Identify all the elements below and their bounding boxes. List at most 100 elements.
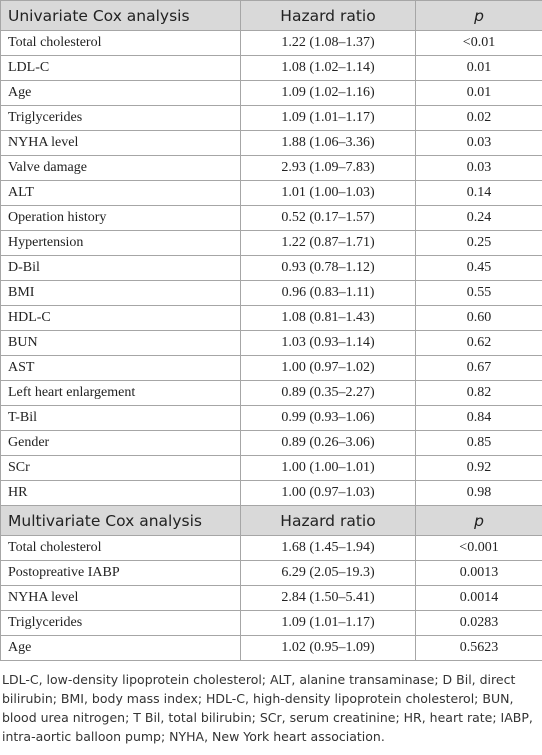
variable-cell: Operation history (0, 205, 241, 231)
column-header: Multivariate Cox analysis (0, 505, 241, 536)
variable-cell: Total cholesterol (0, 535, 241, 561)
p-value-cell: 0.92 (415, 455, 542, 481)
table-row: NYHA level 2.84 (1.50–5.41) 0.0014 (0, 585, 542, 611)
hazard-ratio-cell: 6.29 (2.05–19.3) (240, 560, 416, 586)
hazard-ratio-cell: 1.88 (1.06–3.36) (240, 130, 416, 156)
hazard-ratio-cell: 2.84 (1.50–5.41) (240, 585, 416, 611)
table-row: LDL-C 1.08 (1.02–1.14) 0.01 (0, 55, 542, 81)
hazard-ratio-cell: 1.08 (0.81–1.43) (240, 305, 416, 331)
hazard-ratio-cell: 1.01 (1.00–1.03) (240, 180, 416, 206)
variable-cell: Left heart enlargement (0, 380, 241, 406)
variable-cell: Age (0, 80, 241, 106)
footnote: LDL-C, low-density lipoprotein cholester… (2, 672, 533, 744)
hazard-ratio-cell: 1.68 (1.45–1.94) (240, 535, 416, 561)
variable-cell: Hypertension (0, 230, 241, 256)
p-value-cell: 0.01 (415, 55, 542, 81)
table-row: Age 1.09 (1.02–1.16) 0.01 (0, 80, 542, 106)
table-row: Left heart enlargement 0.89 (0.35–2.27) 0.… (0, 380, 542, 406)
variable-cell: SCr (0, 455, 241, 481)
table-row: D-Bil 0.93 (0.78–1.12) 0.45 (0, 255, 542, 281)
p-value-cell: 0.14 (415, 180, 542, 206)
table-row: SCr 1.00 (1.00–1.01) 0.92 (0, 455, 542, 481)
hazard-ratio-cell: 1.22 (1.08–1.37) (240, 30, 416, 56)
table-row: BMI 0.96 (0.83–1.11) 0.55 (0, 280, 542, 306)
p-value-cell: <0.01 (415, 30, 542, 56)
variable-cell: Postopreative IABP (0, 560, 241, 586)
p-value-cell: 0.98 (415, 480, 542, 506)
p-value-cell: 0.03 (415, 130, 542, 156)
table-row: Triglycerides 1.09 (1.01–1.17) 0.02 (0, 105, 542, 131)
section-header-row: Univariate Cox analysis Hazard ratio p (0, 0, 542, 31)
hazard-ratio-cell: 1.09 (1.01–1.17) (240, 105, 416, 131)
section-header-row: Multivariate Cox analysis Hazard ratio p (0, 505, 542, 536)
p-value-cell: <0.001 (415, 535, 542, 561)
p-value-cell: 0.24 (415, 205, 542, 231)
p-value-cell: 0.45 (415, 255, 542, 281)
hazard-ratio-cell: 1.03 (0.93–1.14) (240, 330, 416, 356)
table-row: NYHA level 1.88 (1.06–3.36) 0.03 (0, 130, 542, 156)
table-row: Valve damage 2.93 (1.09–7.83) 0.03 (0, 155, 542, 181)
table-row: Triglycerides 1.09 (1.01–1.17) 0.0283 (0, 610, 542, 636)
table-row: Postopreative IABP 6.29 (2.05–19.3) 0.0013 (0, 560, 542, 586)
column-header: p (415, 0, 542, 31)
p-value-cell: 0.62 (415, 330, 542, 356)
hazard-ratio-cell: 0.52 (0.17–1.57) (240, 205, 416, 231)
table-row: Operation history 0.52 (0.17–1.57) 0.24 (0, 205, 542, 231)
table-row: Age 1.02 (0.95–1.09) 0.5623 (0, 635, 542, 661)
variable-cell: T-Bil (0, 405, 241, 431)
p-value-cell: 0.84 (415, 405, 542, 431)
table-row: Total cholesterol 1.68 (1.45–1.94) <0.001 (0, 535, 542, 561)
hazard-ratio-cell: 0.96 (0.83–1.11) (240, 280, 416, 306)
table-row: ALT 1.01 (1.00–1.03) 0.14 (0, 180, 542, 206)
variable-cell: NYHA level (0, 130, 241, 156)
variable-cell: Triglycerides (0, 610, 241, 636)
hazard-ratio-cell: 1.00 (0.97–1.02) (240, 355, 416, 381)
hazard-ratio-cell: 0.99 (0.93–1.06) (240, 405, 416, 431)
variable-cell: BUN (0, 330, 241, 356)
column-header: Hazard ratio (240, 0, 416, 31)
hazard-ratio-cell: 0.89 (0.35–2.27) (240, 380, 416, 406)
p-value-cell: 0.82 (415, 380, 542, 406)
variable-cell: LDL-C (0, 55, 241, 81)
variable-cell: Age (0, 635, 241, 661)
table-row: Hypertension 1.22 (0.87–1.71) 0.25 (0, 230, 542, 256)
column-header: Hazard ratio (240, 505, 416, 536)
p-value-cell: 0.60 (415, 305, 542, 331)
table-row: HR 1.00 (0.97–1.03) 0.98 (0, 480, 542, 506)
variable-cell: Total cholesterol (0, 30, 241, 56)
p-value-cell: 0.55 (415, 280, 542, 306)
table-row: AST 1.00 (0.97–1.02) 0.67 (0, 355, 542, 381)
column-header: p (415, 505, 542, 536)
hazard-ratio-cell: 1.02 (0.95–1.09) (240, 635, 416, 661)
table-row: Gender 0.89 (0.26–3.06) 0.85 (0, 430, 542, 456)
variable-cell: Triglycerides (0, 105, 241, 131)
hazard-ratio-cell: 0.93 (0.78–1.12) (240, 255, 416, 281)
table-row: BUN 1.03 (0.93–1.14) 0.62 (0, 330, 542, 356)
column-header: Univariate Cox analysis (0, 0, 241, 31)
table-row: Total cholesterol 1.22 (1.08–1.37) <0.01 (0, 30, 542, 56)
p-value-cell: 0.01 (415, 80, 542, 106)
p-value-cell: 0.5623 (415, 635, 542, 661)
variable-cell: NYHA level (0, 585, 241, 611)
p-value-cell: 0.0283 (415, 610, 542, 636)
hazard-ratio-cell: 1.08 (1.02–1.14) (240, 55, 416, 81)
variable-cell: Gender (0, 430, 241, 456)
hazard-ratio-cell: 1.22 (0.87–1.71) (240, 230, 416, 256)
variable-cell: BMI (0, 280, 241, 306)
variable-cell: HR (0, 480, 241, 506)
p-value-cell: 0.02 (415, 105, 542, 131)
p-value-cell: 0.0013 (415, 560, 542, 586)
table-row: HDL-C 1.08 (0.81–1.43) 0.60 (0, 305, 542, 331)
p-value-cell: 0.85 (415, 430, 542, 456)
p-value-cell: 0.03 (415, 155, 542, 181)
hazard-ratio-cell: 1.09 (1.01–1.17) (240, 610, 416, 636)
variable-cell: D-Bil (0, 255, 241, 281)
variable-cell: HDL-C (0, 305, 241, 331)
results-table: Univariate Cox analysis Hazard ratio p Tota… (0, 0, 542, 661)
variable-cell: AST (0, 355, 241, 381)
hazard-ratio-cell: 2.93 (1.09–7.83) (240, 155, 416, 181)
variable-cell: Valve damage (0, 155, 241, 181)
hazard-ratio-cell: 1.00 (0.97–1.03) (240, 480, 416, 506)
p-value-cell: 0.25 (415, 230, 542, 256)
